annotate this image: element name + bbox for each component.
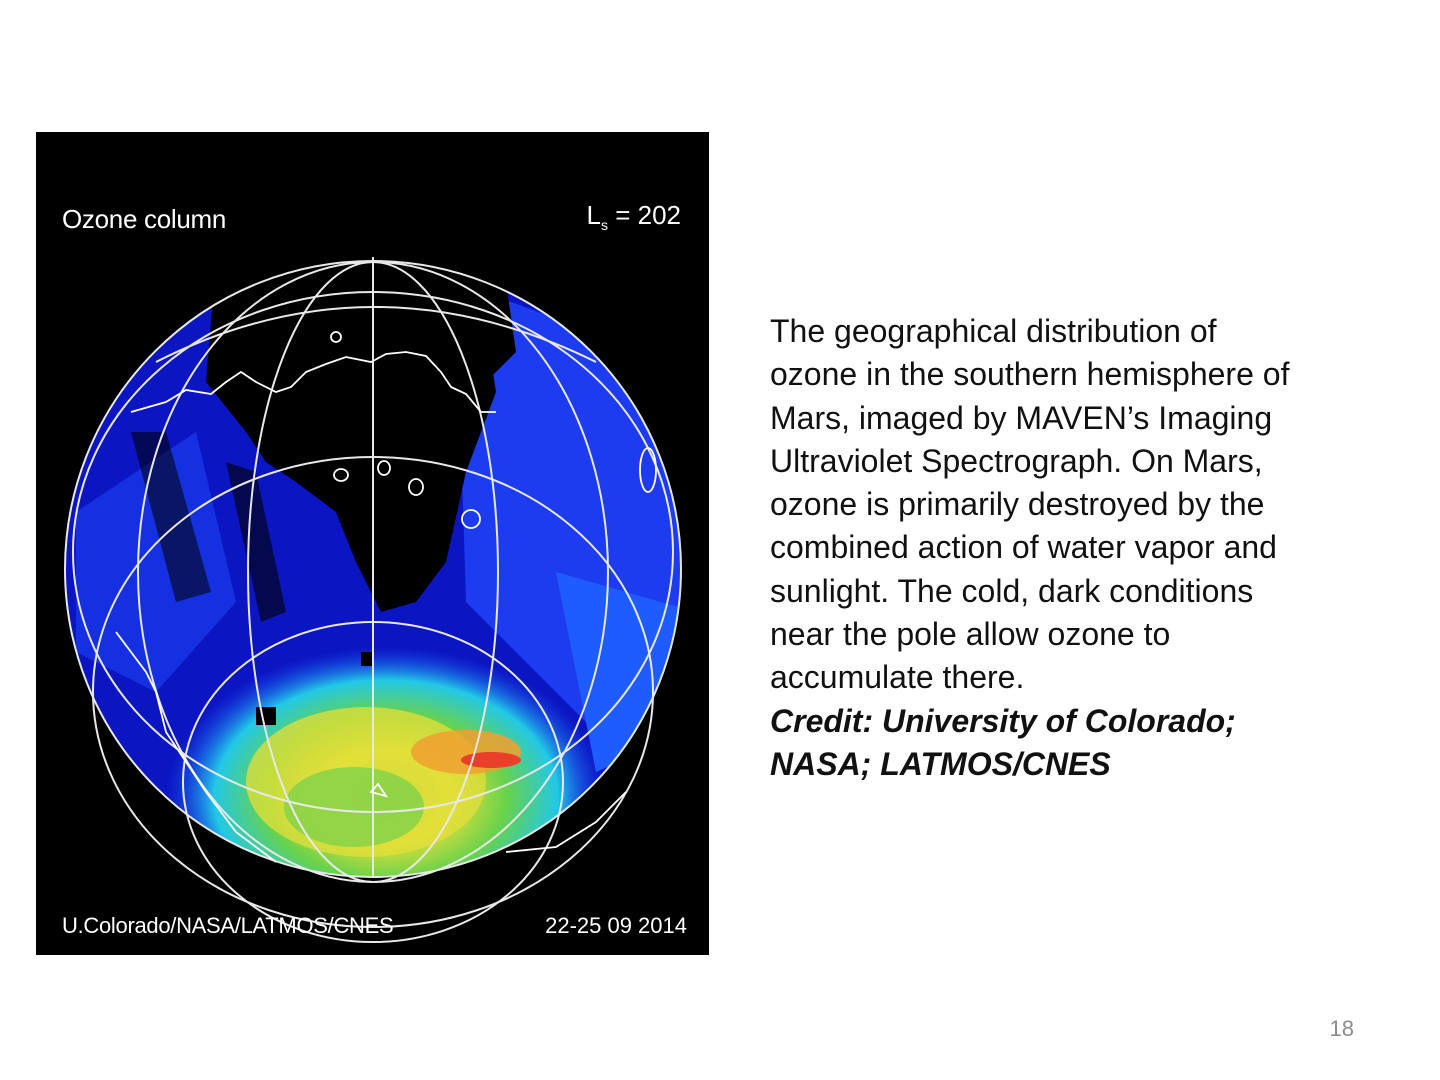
caption-line: Ultraviolet Spectrograph. On Mars, (770, 442, 1263, 479)
caption-line: ozone is primarily destroyed by the (770, 486, 1265, 523)
caption-line: The geographical distribution of (770, 313, 1217, 349)
figure-credit: U.Colorado/NASA/LATMOS/CNES (62, 913, 394, 938)
credit-line: NASA; LATMOS/CNES (770, 745, 1111, 782)
credit-line: Credit: University of Colorado; (770, 702, 1236, 739)
ozone-map-figure: Ozone column Ls = 202 U.Colorado/NASA/LA… (36, 132, 709, 955)
caption-line: near the pole allow ozone to (770, 616, 1171, 653)
solar-longitude-label: Ls = 202 (587, 200, 682, 233)
ozone-globe-image (64, 257, 682, 943)
ls-symbol: L (586, 200, 601, 230)
figure-title: Ozone column (62, 204, 227, 234)
caption-line: Mars, imaged by MAVEN’s Imaging (770, 399, 1273, 436)
figure-date: 22-25 09 2014 (545, 913, 687, 938)
caption-line: sunlight. The cold, dark conditions (770, 572, 1254, 609)
ls-subscript: s (600, 217, 608, 234)
caption-text: The geographical distribution of ozone i… (770, 310, 1370, 786)
page-number: 18 (1329, 1016, 1354, 1041)
ls-value: = 202 (615, 200, 681, 230)
caption-line: ozone in the southern hemisphere of (770, 356, 1290, 393)
caption-line: accumulate there. (770, 659, 1025, 696)
caption-line: combined action of water vapor and (770, 529, 1277, 566)
